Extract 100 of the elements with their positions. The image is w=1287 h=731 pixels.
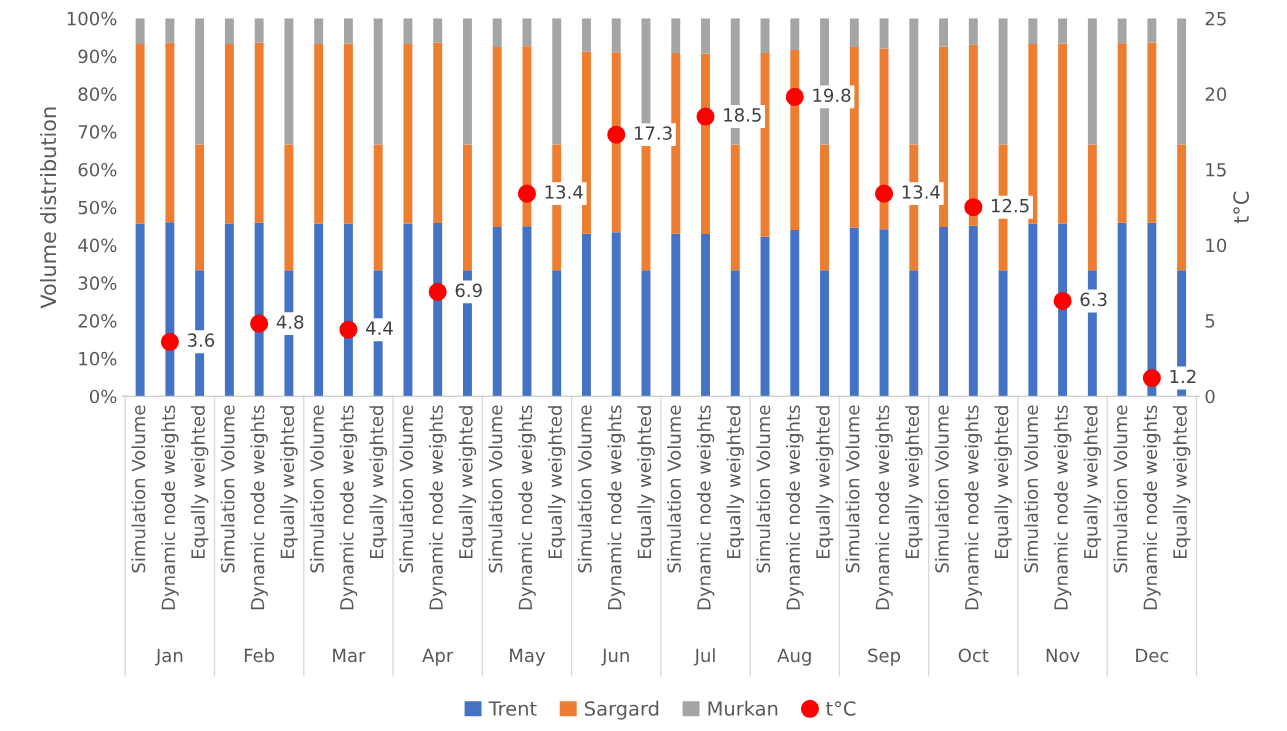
- x-tick-label: Equally weighted: [458, 406, 477, 559]
- y2-tick-label: 15: [1206, 163, 1226, 177]
- y-tick-label: 20%: [78, 314, 117, 328]
- bar: [790, 229, 800, 397]
- text: Feb: [244, 648, 275, 663]
- bar: [284, 18, 294, 145]
- bar: [671, 53, 681, 234]
- x-tick-label: Equally weighted: [547, 406, 566, 559]
- x-tick-label: Equally weighted: [726, 406, 745, 559]
- legend-label: t°C: [826, 701, 856, 716]
- bar: [343, 43, 353, 224]
- bar: [433, 18, 443, 43]
- y-tick-label: 40%: [78, 238, 117, 253]
- bar: [433, 42, 443, 224]
- data-label: 1.2: [1170, 369, 1196, 384]
- point: [1053, 291, 1072, 310]
- bar: [314, 18, 324, 44]
- bar: [1087, 18, 1097, 145]
- bar: [254, 18, 264, 43]
- bar: [373, 18, 383, 145]
- bar: [254, 42, 264, 223]
- bar: [522, 226, 532, 397]
- bar: [314, 43, 324, 224]
- bar: [909, 270, 919, 397]
- bar: [284, 144, 294, 271]
- bar: [998, 18, 1008, 145]
- bar: [195, 144, 205, 271]
- x-tick-label: Dynamic node weights: [875, 405, 893, 610]
- x-tick-label: Equally weighted: [1172, 406, 1191, 559]
- bar: [582, 51, 591, 234]
- bar: [462, 18, 472, 145]
- bar: [462, 144, 472, 271]
- bar: [135, 223, 145, 397]
- bar: [1177, 144, 1187, 271]
- bar: [582, 18, 591, 52]
- bar: [403, 43, 413, 224]
- bar: [730, 270, 740, 397]
- text: May: [510, 648, 546, 666]
- text: Jun: [601, 648, 629, 666]
- bar: [790, 18, 800, 51]
- data-label: 17.3: [634, 126, 672, 140]
- y2-tick-label: 10: [1206, 238, 1227, 253]
- data-label: 13.4: [545, 185, 583, 199]
- bar: [582, 233, 591, 397]
- x-tick-label: Dynamic node weights: [964, 405, 983, 610]
- bar: [165, 42, 175, 223]
- text: Oct: [958, 648, 989, 663]
- x-tick-label: Dynamic node weights: [696, 405, 715, 610]
- bar: [701, 234, 710, 397]
- text: Dec: [1136, 648, 1169, 663]
- bar: [849, 47, 859, 228]
- legend-label: Murkan: [708, 700, 778, 716]
- x-tick-label: Dynamic node weights: [786, 405, 804, 610]
- text: Sep: [868, 648, 901, 666]
- text: Jul: [693, 648, 715, 666]
- bar: [1117, 18, 1127, 44]
- x-tick-label: Equally weighted: [190, 406, 209, 559]
- x-tick-label: Equally weighted: [815, 406, 834, 559]
- y-tick-label: 10%: [79, 351, 117, 366]
- y-tick-label: 0%: [89, 389, 117, 404]
- data-label: 4.8: [276, 315, 304, 329]
- point: [696, 107, 715, 126]
- x-tick-label: Equally weighted: [994, 406, 1012, 559]
- bar: [492, 226, 502, 397]
- bar: [1028, 223, 1038, 397]
- bar: [790, 50, 800, 230]
- bar: [939, 46, 949, 227]
- bar: [611, 18, 621, 53]
- bar: [909, 18, 919, 145]
- point: [339, 320, 358, 339]
- bar: [1177, 18, 1187, 145]
- x-tick-label: Dynamic node weights: [161, 405, 179, 610]
- text: Jan: [155, 648, 183, 666]
- bar: [1087, 144, 1097, 271]
- bar: [1058, 43, 1068, 224]
- bar: [224, 18, 234, 44]
- text: Mar: [333, 648, 366, 663]
- bar: [939, 18, 949, 47]
- bar: [849, 227, 859, 397]
- x-tick-label: Simulation Volume: [1024, 405, 1039, 573]
- y-tick-label: 30%: [78, 276, 117, 290]
- bar: [968, 225, 978, 397]
- bar: [730, 144, 740, 271]
- x-tick-label: Simulation Volume: [488, 405, 503, 573]
- x-tick-label: Simulation Volume: [934, 405, 949, 573]
- bar: [671, 233, 681, 397]
- x-tick-label: Simulation Volume: [845, 405, 860, 573]
- y-tick-label: 80%: [78, 87, 117, 101]
- y-tick-label: 100%: [67, 11, 117, 26]
- bar: [314, 223, 324, 397]
- bar: [1028, 43, 1038, 224]
- bar: [820, 144, 829, 271]
- bar: [641, 270, 651, 397]
- x-tick-label: Simulation Volume: [1113, 405, 1128, 573]
- legend-label: Trent: [488, 701, 537, 716]
- bar: [254, 222, 264, 397]
- point: [428, 282, 447, 301]
- bar: [1028, 18, 1038, 44]
- bar: [1058, 18, 1068, 44]
- y-tick-label: 50%: [78, 200, 117, 215]
